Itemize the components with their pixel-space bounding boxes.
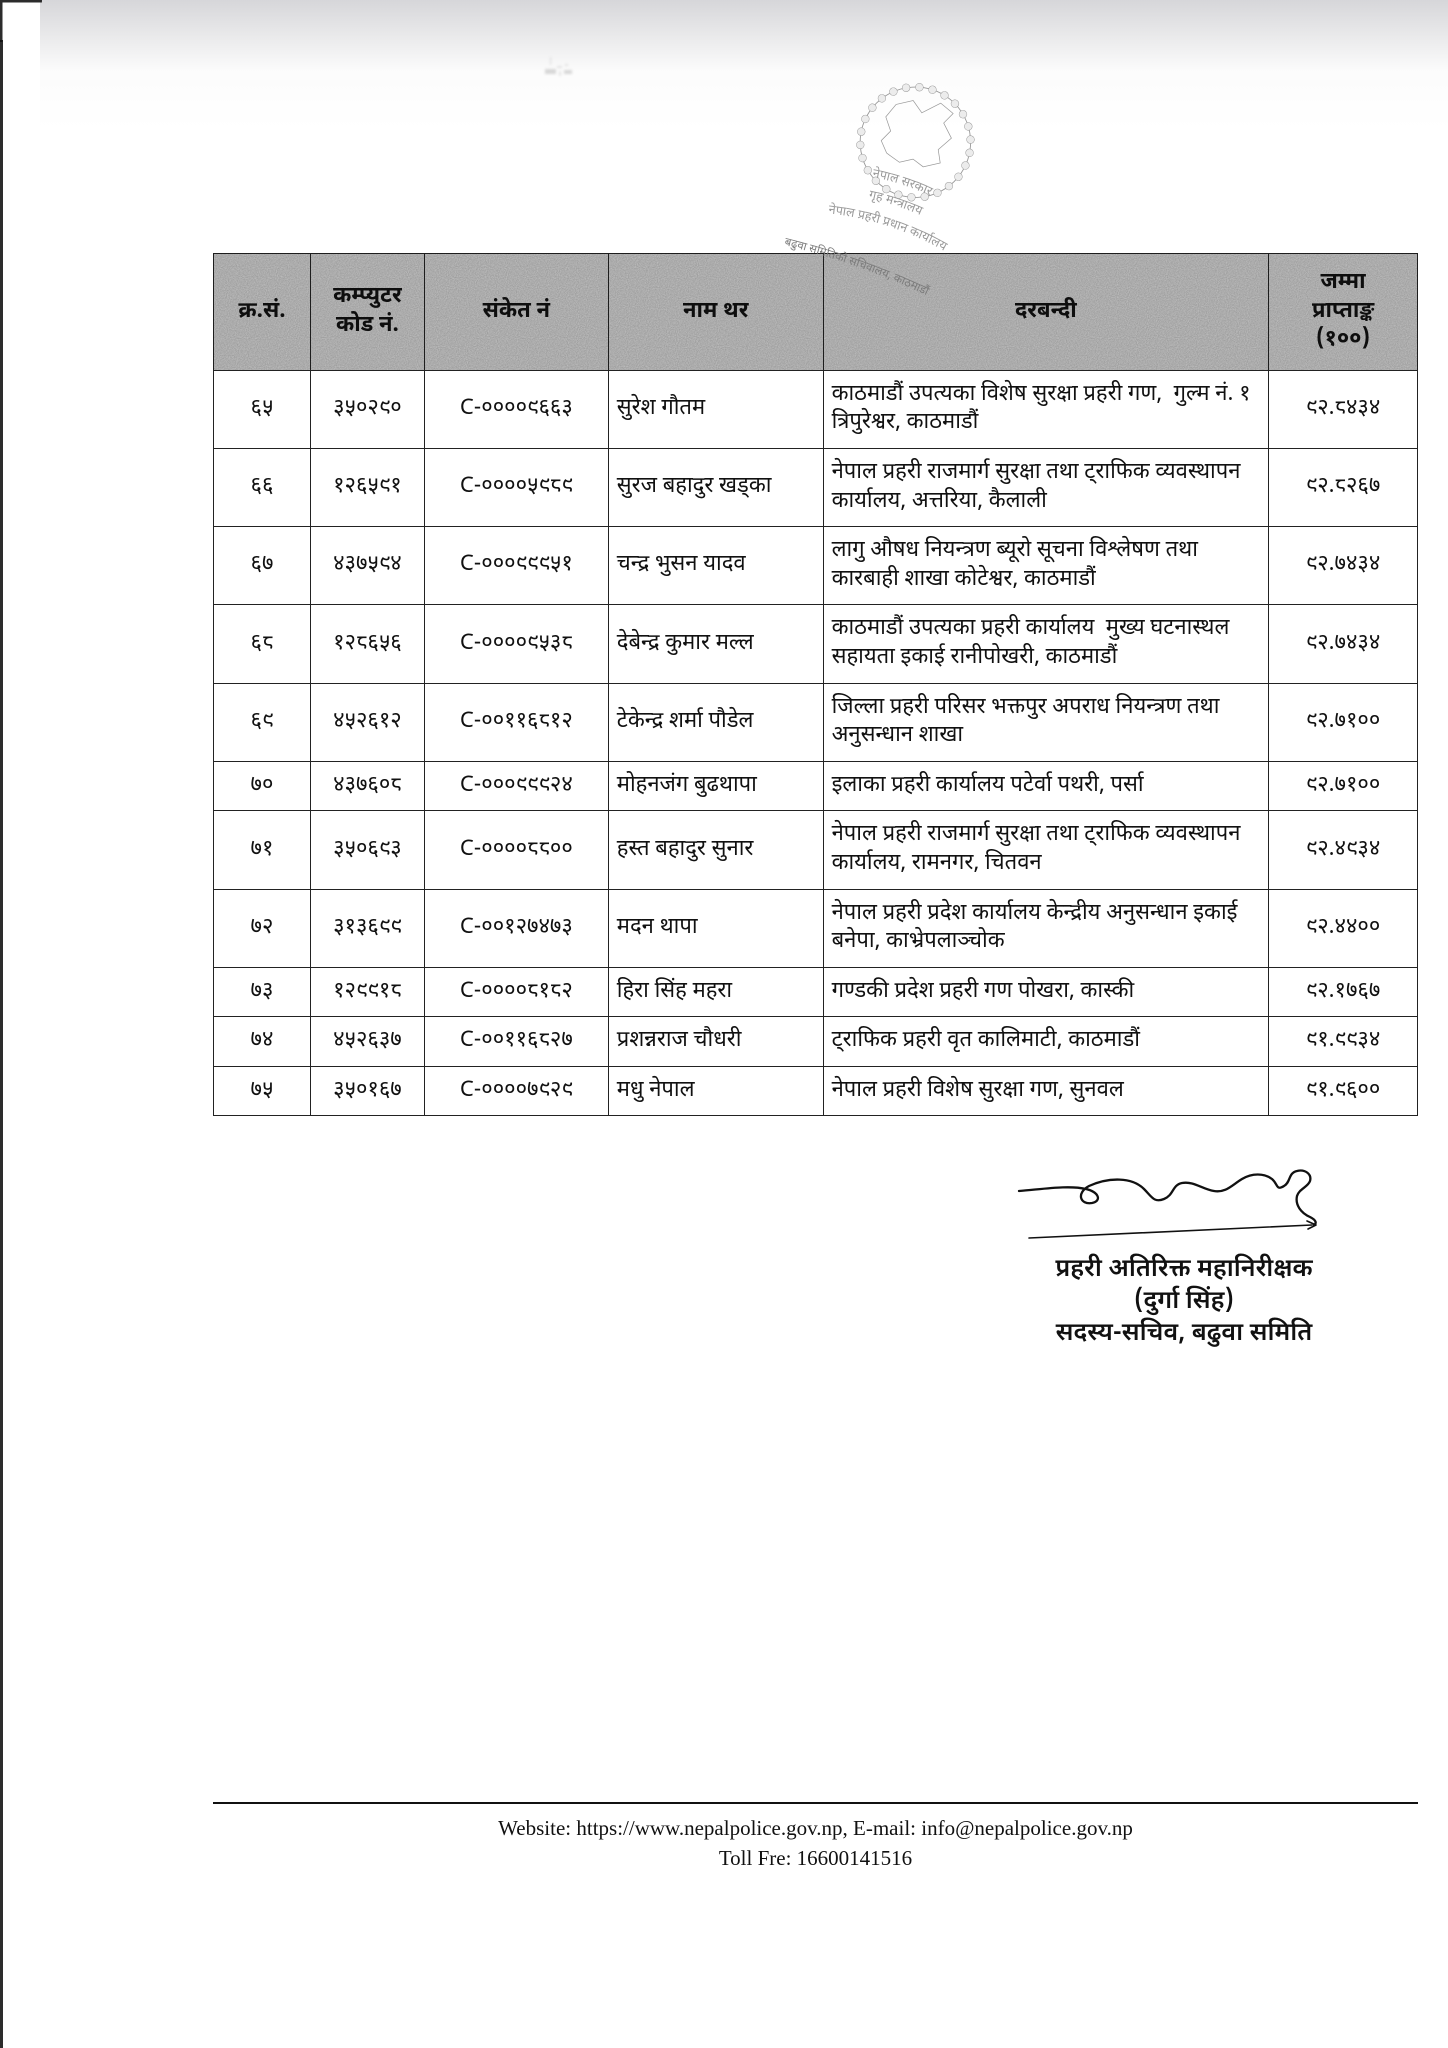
svg-text:बढुवा समितिको सचिवालय, काठमाडौ: बढुवा समितिको सचिवालय, काठमाडौं bbox=[781, 233, 934, 301]
